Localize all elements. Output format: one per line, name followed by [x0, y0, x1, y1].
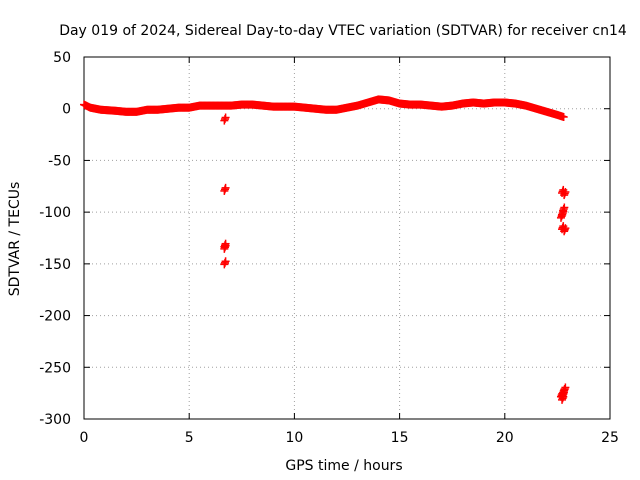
x-tick-label: 5 — [185, 430, 194, 446]
outlier-point — [558, 391, 567, 400]
x-axis-label: GPS time / hours — [285, 458, 402, 474]
y-tick-label: -150 — [39, 257, 71, 273]
outlier-point — [556, 213, 565, 222]
x-tick-label: 15 — [391, 430, 409, 446]
x-tick-label: 25 — [601, 430, 619, 446]
plot-frame — [83, 56, 611, 420]
chart-title: Day 019 of 2024, Sidereal Day-to-day VTE… — [59, 23, 627, 39]
x-tick-label: 10 — [285, 430, 303, 446]
outlier-point — [560, 191, 569, 200]
outlier-point — [220, 116, 229, 125]
y-tick-label: -300 — [39, 412, 71, 428]
data-point — [559, 112, 568, 121]
y-tick-label: -100 — [39, 205, 71, 221]
y-tick-label: 50 — [53, 50, 71, 66]
outlier-point — [220, 260, 229, 269]
outlier-point — [220, 244, 229, 253]
y-tick-label: -250 — [39, 360, 71, 376]
outlier-point — [220, 186, 229, 195]
axis-ticks: 0 5 10 15 20 25 50 0 -50 -100 -150 -200 -250 -300 — [39, 50, 619, 446]
x-tick-label: 20 — [496, 430, 514, 446]
y-tick-label: 0 — [62, 102, 71, 118]
data-points — [80, 95, 570, 404]
y-tick-label: -200 — [39, 309, 71, 325]
x-tick-label: 0 — [80, 430, 89, 446]
grid — [84, 57, 610, 419]
y-tick-label: -50 — [48, 153, 71, 169]
y-axis-label: SDTVAR / TECUs — [7, 182, 23, 297]
outlier-point — [560, 227, 569, 236]
